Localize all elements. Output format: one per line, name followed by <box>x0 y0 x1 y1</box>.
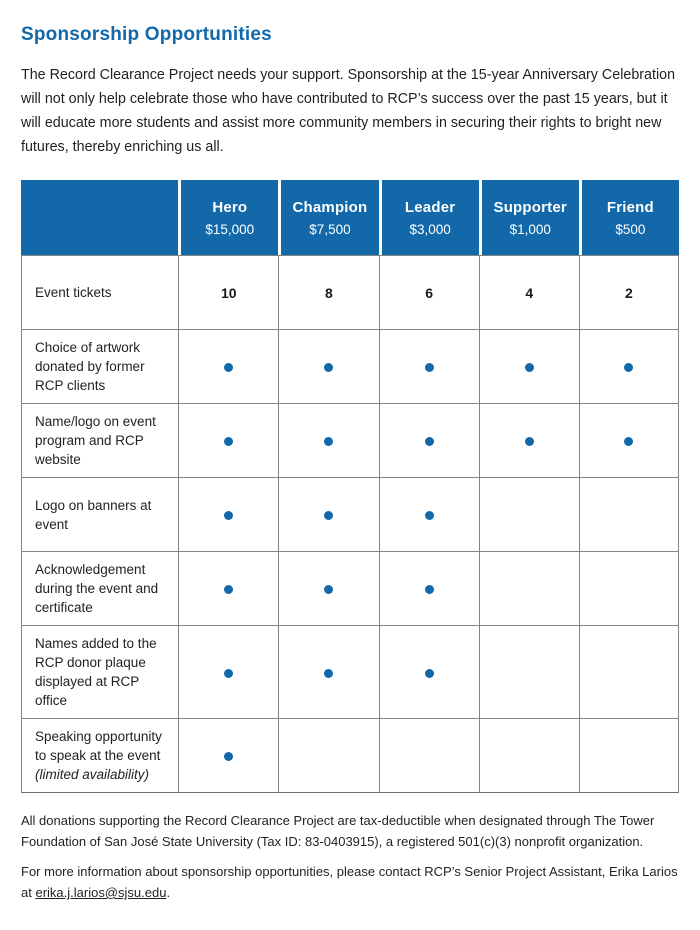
benefit-cell <box>378 718 479 793</box>
table-row: Event tickets 10 8 6 4 2 <box>21 255 679 329</box>
included-dot-icon <box>624 437 634 447</box>
benefit-cell <box>378 329 479 403</box>
included-dot-icon <box>224 363 234 373</box>
included-dot-icon <box>424 511 434 521</box>
included-dot-icon <box>324 437 334 447</box>
benefit-cell: 4 <box>478 255 579 329</box>
tier-name: Leader <box>404 198 456 216</box>
included-dot-icon <box>324 363 334 373</box>
included-dot-icon <box>424 585 434 595</box>
benefit-cell <box>478 625 579 718</box>
benefit-cell <box>278 403 379 477</box>
tier-header-champion: Champion $7,500 <box>278 180 379 255</box>
benefit-cell <box>578 403 679 477</box>
table-row: Acknowledgement during the event and cer… <box>21 551 679 625</box>
tier-price: $7,500 <box>309 221 351 237</box>
included-dot-icon <box>624 363 634 373</box>
benefit-label: Logo on banners at event <box>21 477 179 551</box>
tier-header-supporter: Supporter $1,000 <box>478 180 579 255</box>
tier-name: Champion <box>292 198 368 216</box>
included-dot-icon <box>524 363 534 373</box>
benefit-cell: 6 <box>378 255 479 329</box>
contact-suffix: . <box>166 885 171 900</box>
benefit-cell <box>178 625 279 718</box>
table-body: Event tickets 10 8 6 4 2 Choice of artwork don… <box>21 255 679 793</box>
benefit-cell <box>478 718 579 793</box>
table-header: Hero $15,000 Champion $7,500 Leader $3,0… <box>21 180 679 255</box>
included-dot-icon <box>324 668 334 678</box>
benefit-cell: 2 <box>578 255 679 329</box>
page: Sponsorship Opportunities The Record Cle… <box>21 24 679 903</box>
table-row: Name/logo on event program and RCP websi… <box>21 403 679 477</box>
footer: All donations supporting the Record Clea… <box>21 810 679 903</box>
tier-price: $3,000 <box>409 221 451 237</box>
tier-price: $1,000 <box>509 221 551 237</box>
contact-text: For more information about sponsorship o… <box>21 864 678 900</box>
included-dot-icon <box>424 437 434 447</box>
benefit-cell <box>578 625 679 718</box>
tier-price: $15,000 <box>205 221 255 237</box>
benefit-cell: 10 <box>178 255 279 329</box>
benefit-cell <box>578 718 679 793</box>
benefit-label: Names added to the RCP donor plaque disp… <box>21 625 179 718</box>
benefit-cell <box>578 551 679 625</box>
tier-header-leader: Leader $3,000 <box>378 180 479 255</box>
included-dot-icon <box>424 668 434 678</box>
included-dot-icon <box>224 437 234 447</box>
included-dot-icon <box>524 437 534 447</box>
included-dot-icon <box>324 511 334 521</box>
included-dot-icon <box>224 668 234 678</box>
included-dot-icon <box>224 752 234 762</box>
benefit-cell <box>478 477 579 551</box>
tier-header-hero: Hero $15,000 <box>178 180 279 255</box>
included-dot-icon <box>424 363 434 373</box>
tier-price: $500 <box>615 221 646 237</box>
email-link[interactable]: erika.j.larios@sjsu.edu <box>35 885 167 900</box>
benefit-cell <box>478 551 579 625</box>
benefit-cell <box>278 551 379 625</box>
benefit-label: Choice of artwork donated by former RCP … <box>21 329 179 403</box>
benefit-label: Acknowledgement during the event and cer… <box>21 551 179 625</box>
benefit-label: Event tickets <box>21 255 179 329</box>
benefit-label: Name/logo on event program and RCP websi… <box>21 403 179 477</box>
benefit-cell <box>578 329 679 403</box>
intro-paragraph: The Record Clearance Project needs your … <box>21 67 676 155</box>
benefit-note: (limited availability) <box>35 767 150 782</box>
benefit-cell <box>178 477 279 551</box>
contact-note: For more information about sponsorship o… <box>21 861 679 903</box>
benefit-cell <box>578 477 679 551</box>
benefit-cell <box>378 477 479 551</box>
header-empty-cell <box>21 180 179 255</box>
tier-name: Hero <box>212 198 248 216</box>
included-dot-icon <box>224 511 234 521</box>
table-row: Logo on banners at event <box>21 477 679 551</box>
benefit-cell: 8 <box>278 255 379 329</box>
benefit-cell <box>178 403 279 477</box>
table-row: Speaking opportunity to speak at the eve… <box>21 718 679 793</box>
included-dot-icon <box>324 585 334 595</box>
sponsorship-table: Hero $15,000 Champion $7,500 Leader $3,0… <box>21 180 679 793</box>
table-row: Names added to the RCP donor plaque disp… <box>21 625 679 718</box>
benefit-cell <box>178 718 279 793</box>
table-row: Choice of artwork donated by former RCP … <box>21 329 679 403</box>
benefit-cell <box>178 551 279 625</box>
benefit-cell <box>378 551 479 625</box>
page-title: Sponsorship Opportunities <box>21 24 272 45</box>
benefit-cell <box>378 403 479 477</box>
tier-name: Supporter <box>493 198 567 216</box>
benefit-cell <box>478 403 579 477</box>
benefit-cell <box>378 625 479 718</box>
benefit-label: Speaking opportunity to speak at the eve… <box>21 718 179 793</box>
benefit-cell <box>478 329 579 403</box>
tier-header-friend: Friend $500 <box>578 180 679 255</box>
included-dot-icon <box>224 585 234 595</box>
benefit-cell <box>278 718 379 793</box>
benefit-cell <box>178 329 279 403</box>
tax-note: All donations supporting the Record Clea… <box>21 813 655 849</box>
benefit-cell <box>278 625 379 718</box>
benefit-cell <box>278 477 379 551</box>
tier-name: Friend <box>606 198 654 216</box>
benefit-cell <box>278 329 379 403</box>
